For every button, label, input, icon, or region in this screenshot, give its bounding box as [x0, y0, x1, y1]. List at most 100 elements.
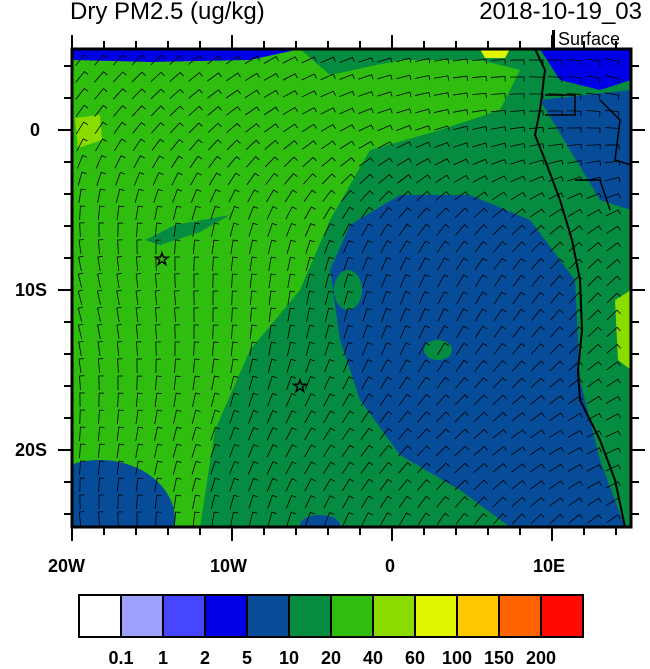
wind-barb [155, 239, 162, 255]
wind-barb [225, 72, 241, 82]
wind-barb [435, 190, 450, 201]
wind-barb [135, 324, 142, 340]
wind-barb [358, 74, 374, 80]
region-20-40-west [145, 215, 230, 245]
wind-barb [362, 273, 373, 288]
wind-barb [568, 225, 583, 235]
wind-barb [396, 124, 412, 131]
wind-barb [473, 445, 488, 456]
wind-barb [360, 410, 374, 424]
wind-barb [379, 393, 393, 407]
wind-barb [416, 445, 431, 457]
wind-barb [509, 59, 525, 65]
wind-barb [95, 138, 107, 152]
wind-barb [380, 359, 392, 373]
wind-barb [472, 126, 488, 132]
wind-barb [155, 341, 161, 357]
wind-barb [286, 341, 296, 356]
wind-barb [454, 428, 469, 440]
wind-barb [210, 392, 220, 407]
wind-barb [266, 461, 278, 475]
wind-barb [399, 308, 411, 322]
wind-barb [283, 156, 298, 168]
wind-barb [358, 91, 374, 97]
wind-barb [436, 512, 450, 525]
wind-barb [173, 392, 182, 407]
wind-barb [320, 140, 336, 150]
wind-barb [79, 409, 86, 425]
wind-barb [210, 443, 221, 458]
wind-barb [320, 56, 336, 64]
wind-barb [362, 324, 373, 339]
wind-barb [169, 71, 184, 82]
wind-barb [379, 495, 393, 509]
x-tick-label: 0 [385, 556, 396, 576]
wind-barb [342, 223, 354, 237]
wind-barb [548, 412, 564, 422]
wind-barb [191, 409, 201, 424]
wind-barb [229, 205, 240, 220]
wind-barb [150, 71, 165, 83]
wind-barb [456, 325, 468, 339]
wind-barb [287, 307, 296, 322]
wind-barb [472, 109, 488, 115]
plot-date: 2018-10-19_03 [479, 0, 642, 25]
wind-barb [135, 273, 142, 288]
wind-barb [320, 107, 336, 115]
wind-barb [436, 223, 450, 236]
wind-barb [324, 290, 334, 305]
wind-barb [509, 110, 525, 116]
colorbar-label: 5 [241, 648, 253, 668]
wind-barb [548, 159, 564, 166]
wind-barb [396, 108, 412, 114]
wind-barb [343, 324, 353, 339]
wind-barb [511, 224, 526, 236]
wind-barb [116, 341, 123, 357]
wind-barb [361, 512, 373, 526]
wind-barb [586, 430, 602, 438]
wind-barb [249, 239, 258, 254]
wind-barb [246, 156, 260, 168]
wind-barb [339, 73, 355, 80]
wind-barb [231, 290, 238, 306]
wind-barb [454, 479, 469, 491]
colorbar-label: 2 [199, 648, 211, 668]
wind-barb [283, 140, 298, 150]
wind-barb [154, 205, 163, 220]
wind-barb [225, 55, 241, 65]
wind-barb [305, 511, 316, 526]
wind-barb [75, 121, 89, 135]
wind-barb [605, 430, 621, 438]
wind-barb [231, 307, 238, 323]
colorbar-swatch [290, 596, 332, 636]
wind-barb [454, 207, 469, 219]
wind-barb [211, 375, 220, 390]
wind-barb [531, 274, 545, 287]
wind-barb [322, 461, 336, 475]
wind-barb [171, 172, 183, 186]
wind-barb [529, 446, 545, 456]
wind-barb [226, 122, 241, 133]
wind-barb [531, 326, 545, 338]
wind-barb [117, 239, 123, 255]
wind-barb [192, 239, 200, 255]
wind-barb [228, 189, 240, 203]
wind-barb [135, 460, 144, 475]
wind-barb [358, 107, 374, 114]
wind-barb [550, 326, 564, 338]
wind-barb [491, 159, 507, 165]
wind-barb [323, 393, 335, 407]
wind-barb [268, 256, 277, 271]
wind-barb [154, 307, 161, 323]
wind-barb [398, 462, 412, 474]
wind-barb [587, 275, 602, 287]
colorbar-swatch [80, 596, 122, 636]
wind-barb [471, 58, 487, 65]
wind-barb [530, 360, 545, 372]
wind-barb [229, 477, 240, 492]
wind-barb [511, 513, 526, 525]
wind-barb [302, 156, 317, 167]
wind-barb [437, 342, 450, 356]
wind-barb [567, 463, 583, 472]
wind-barb [606, 514, 621, 524]
